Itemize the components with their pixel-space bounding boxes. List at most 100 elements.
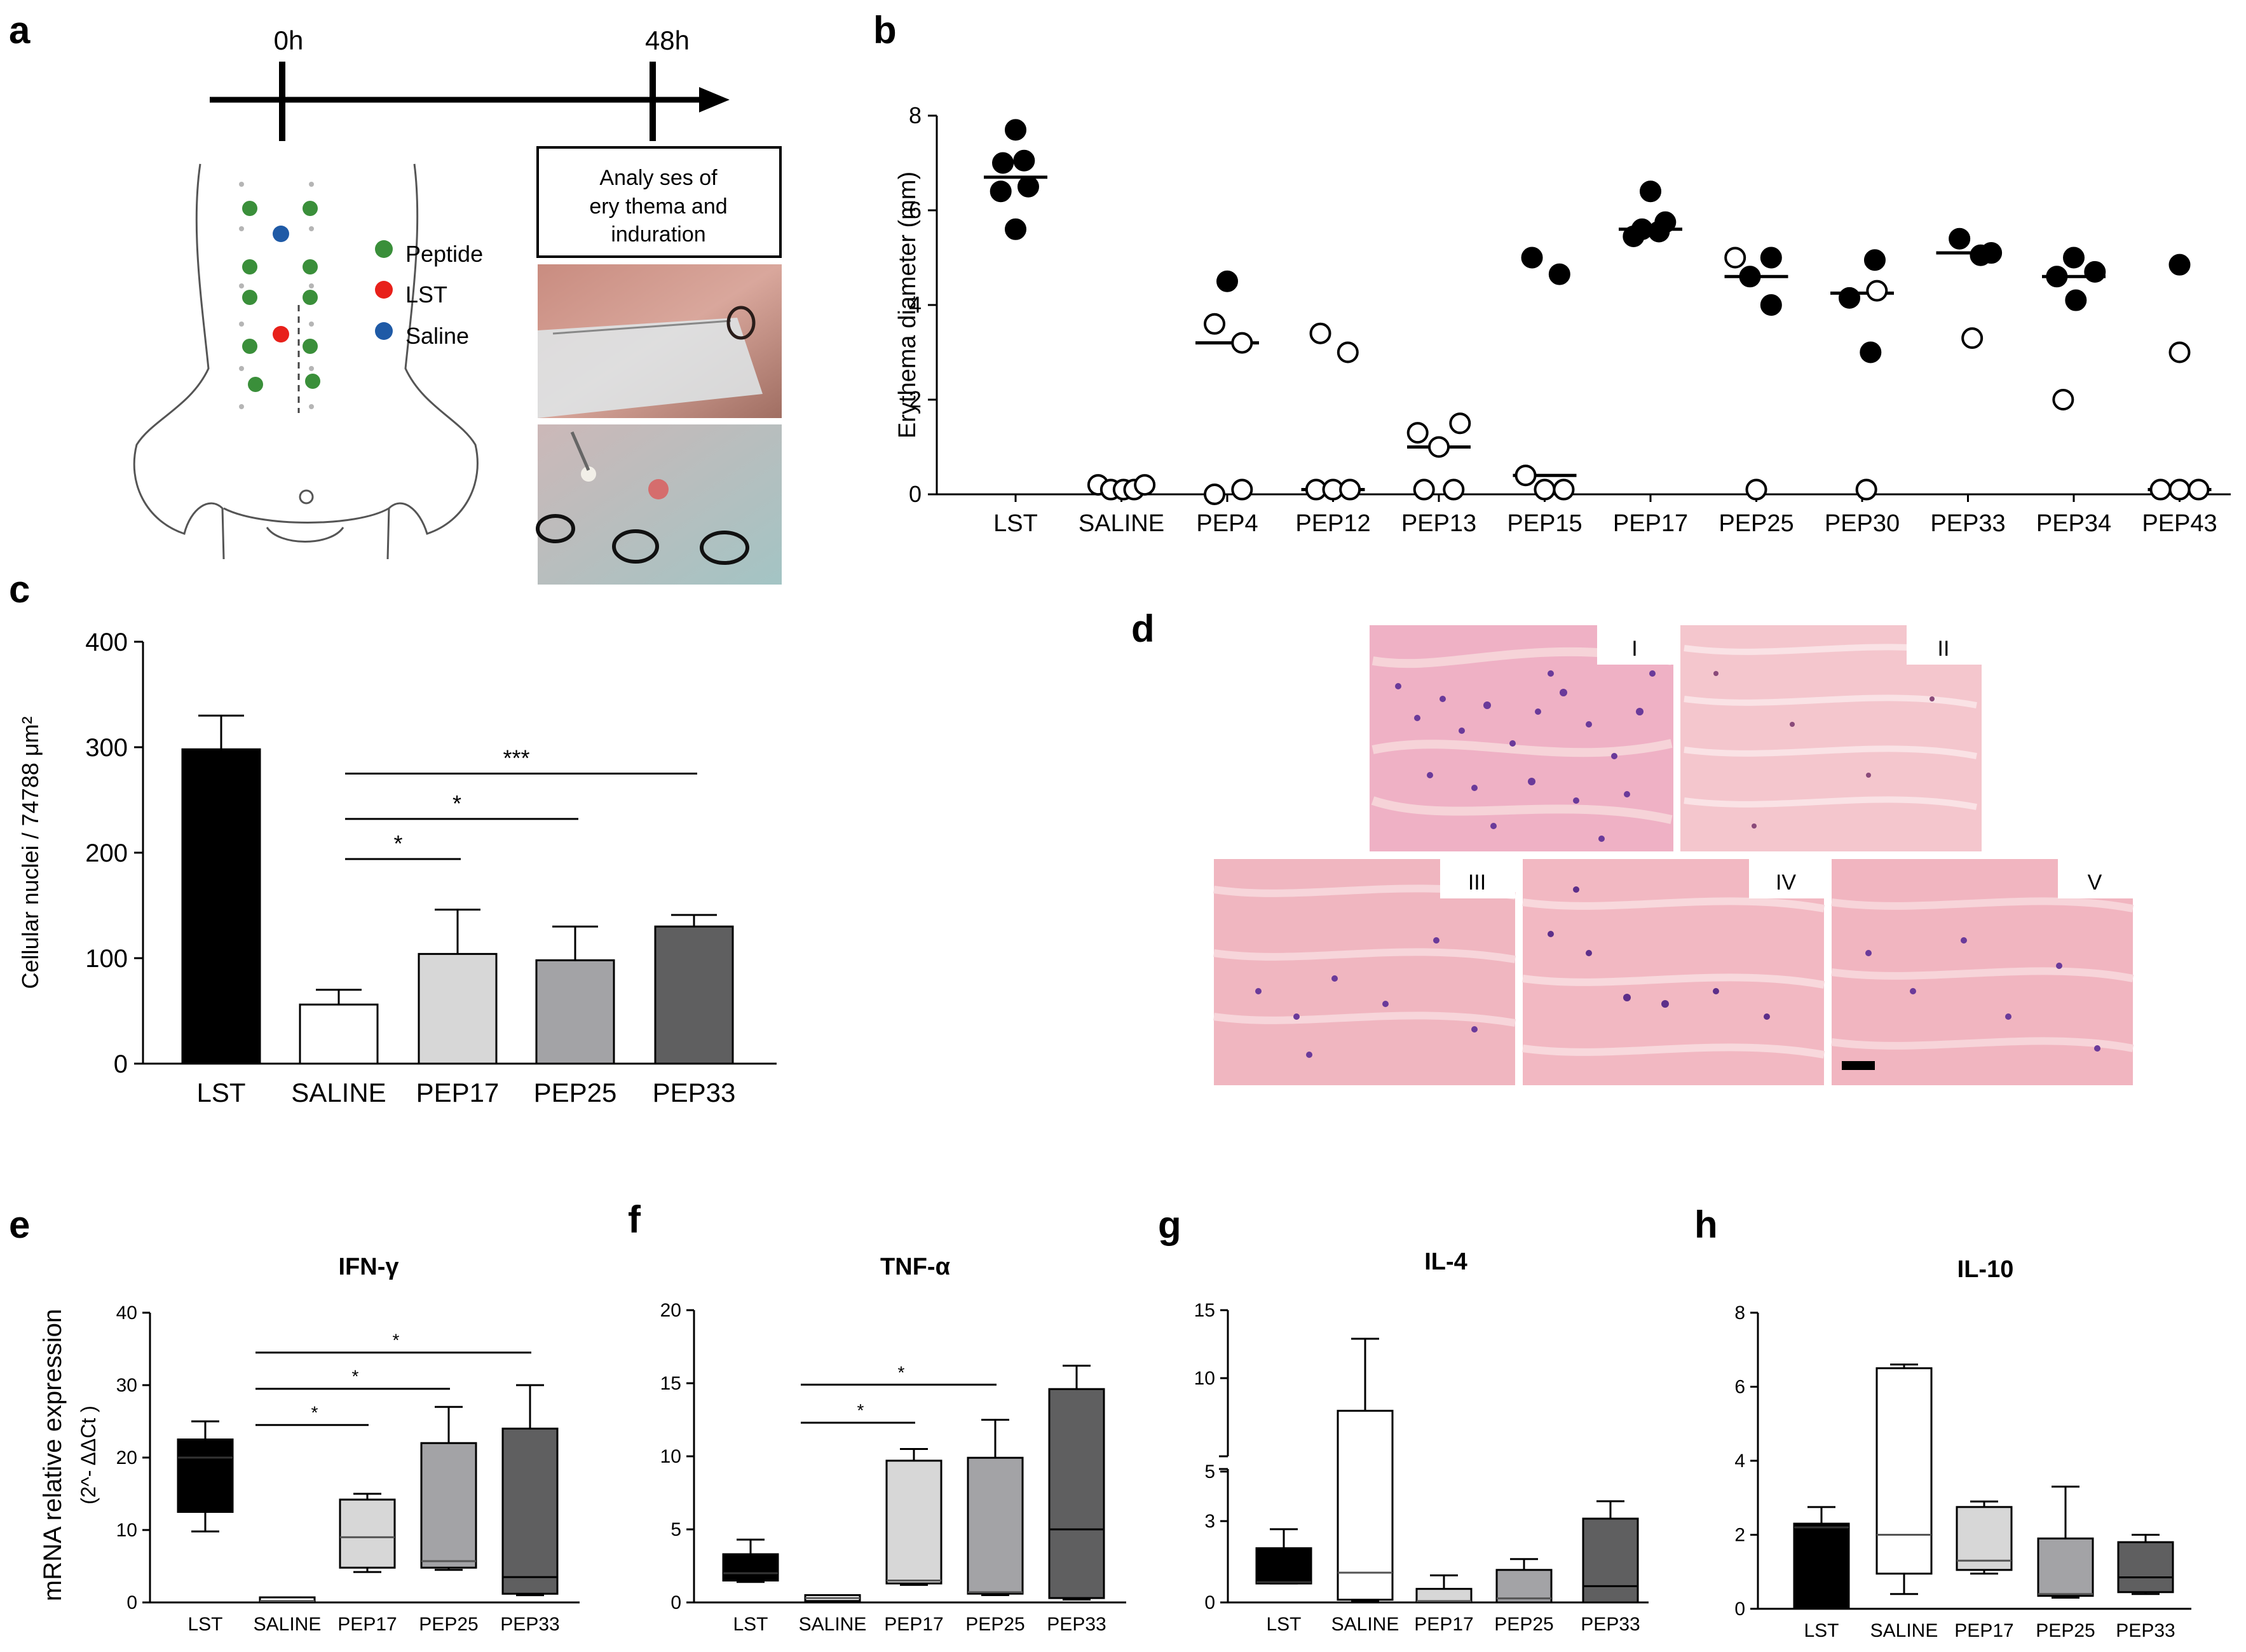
x-tick-label: SALINE — [1870, 1620, 1938, 1641]
legend-lst-marker — [375, 281, 393, 299]
data-point-filled — [1648, 220, 1670, 243]
histology-label-3: III — [1468, 870, 1486, 895]
x-tick-label: PEP34 — [2036, 510, 2111, 537]
data-point-open — [1855, 478, 1877, 501]
data-point-open — [1514, 464, 1537, 487]
x-tick-label: PEP25 — [534, 1078, 617, 1107]
chart-title: TNF-α — [880, 1254, 950, 1280]
box-pep25 — [2037, 1537, 2094, 1597]
x-tick-label: PEP25 — [965, 1614, 1024, 1635]
data-point-open — [1724, 247, 1746, 269]
analysis-text-line-1: Analy ses of — [599, 166, 718, 190]
y-tick-label: 6 — [1734, 1377, 1745, 1398]
box-lst — [1255, 1547, 1312, 1585]
histology-image-2: II — [1680, 625, 1982, 851]
data-point-filled — [2084, 261, 2106, 283]
y-tick-label: 10 — [660, 1446, 681, 1467]
box-pep25 — [420, 1442, 477, 1569]
data-point-open — [1449, 412, 1471, 435]
data-point-open — [1204, 313, 1226, 335]
y-tick-label: 15 — [660, 1373, 681, 1394]
x-tick-label: SALINE — [799, 1614, 867, 1635]
y-tick-label: 10 — [1194, 1368, 1215, 1389]
photo-erythema-measurement — [538, 264, 782, 418]
y-tick-label: 300 — [85, 734, 128, 762]
box-lst — [722, 1553, 779, 1582]
significance-label: * — [857, 1400, 864, 1420]
histology-panels: I II III IV V — [1213, 625, 2134, 1085]
data-point-filled — [1017, 175, 1039, 198]
y-tick-label: 6 — [909, 197, 922, 223]
data-point-filled — [1760, 294, 1782, 316]
histology-label-5: V — [2088, 870, 2102, 895]
il4-box-chart: IL-4 0 3 5 10 15 LST SALINE PEP17 PEP25 PEP33 — [1194, 1249, 1649, 1635]
tnf-alpha-box-chart: TNF-α 0 5 10 15 20 LST SALINE PEP17 PEP25 PEP33 * * — [660, 1254, 1126, 1635]
x-tick-label: PEP30 — [1825, 510, 1900, 537]
x-tick-label: PEP17 — [416, 1078, 500, 1107]
data-point-open — [2168, 478, 2191, 501]
x-tick-label: PEP43 — [2142, 510, 2217, 537]
panel-letter-b: b — [873, 9, 897, 51]
data-point-filled — [1623, 225, 1645, 247]
x-tick-label: LST — [196, 1078, 245, 1107]
data-point-filled — [1640, 180, 1661, 203]
y-tick-label: 5 — [1204, 1461, 1215, 1482]
analysis-text-line-2: ery thema and — [589, 194, 727, 219]
y-tick-label: 5 — [670, 1519, 681, 1540]
data-point-open — [1406, 422, 1429, 444]
significance-label: * — [311, 1403, 318, 1423]
data-point-open — [1866, 280, 1888, 302]
x-tick-label: PEP25 — [2036, 1620, 2095, 1641]
x-tick-label: PEP33 — [2116, 1620, 2175, 1641]
data-point-filled — [1005, 119, 1026, 141]
data-point-open — [1961, 327, 1984, 349]
x-tick-label: PEP33 — [1581, 1614, 1640, 1635]
y-tick-label: 8 — [909, 102, 922, 128]
chart-title: IL-4 — [1424, 1249, 1467, 1275]
y-tick-label: 0 — [670, 1592, 681, 1613]
box-pep25 — [1495, 1569, 1553, 1604]
data-point-filled — [992, 152, 1014, 174]
significance-label: * — [453, 790, 461, 816]
y-tick-label: 0 — [1204, 1592, 1215, 1613]
timeline-end-label: 48h — [645, 25, 690, 55]
y-tick-label: 40 — [116, 1303, 137, 1324]
photo-induration-marks — [536, 424, 782, 585]
chart-title: IFN-γ — [339, 1254, 399, 1280]
data-point-filled — [2168, 254, 2191, 276]
data-point-open — [1204, 484, 1226, 505]
back-illustration — [133, 163, 479, 560]
box-pep25 — [967, 1456, 1024, 1595]
x-tick-label: PEP17 — [1414, 1614, 1473, 1635]
box-lst — [1793, 1522, 1850, 1610]
data-point-open — [2149, 478, 2172, 501]
data-point-filled — [1980, 242, 2003, 264]
injection-sites — [242, 201, 320, 392]
data-point-open — [1553, 478, 1575, 501]
y-tick-label: 0 — [1734, 1599, 1745, 1620]
significance-label: * — [352, 1367, 359, 1386]
box-pep33 — [1582, 1517, 1639, 1604]
x-tick-label: PEP4 — [1196, 510, 1258, 537]
y-tick-label: 15 — [1194, 1300, 1215, 1321]
x-tick-label: PEP17 — [337, 1614, 397, 1635]
box-pep33 — [2117, 1541, 2174, 1594]
x-tick-label: SALINE — [254, 1614, 322, 1635]
box-lst — [177, 1439, 234, 1513]
data-point-open — [1231, 478, 1253, 501]
data-point-open — [1337, 341, 1359, 363]
scale-bar — [1842, 1061, 1875, 1070]
x-tick-label: PEP17 — [884, 1614, 943, 1635]
legend-peptide-marker — [375, 240, 393, 258]
y-tick-label: 400 — [85, 628, 128, 656]
timeline-start-label: 0h — [274, 25, 304, 55]
data-point-open — [1134, 474, 1156, 496]
x-tick-label: PEP33 — [653, 1078, 736, 1107]
panel-letter-e: e — [9, 1203, 30, 1246]
panel-letter-g: g — [1158, 1203, 1181, 1246]
x-tick-label: PEP25 — [419, 1614, 478, 1635]
box-pep17 — [1956, 1506, 2013, 1571]
y-tick-label: 3 — [1204, 1511, 1215, 1532]
data-point-open — [2168, 341, 2191, 363]
